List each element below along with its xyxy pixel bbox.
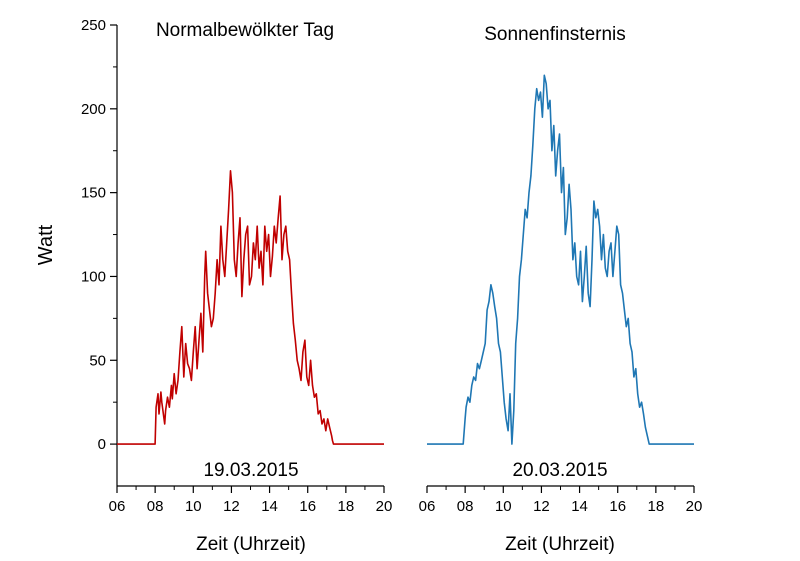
right-x-tick-label: 06 bbox=[419, 498, 436, 515]
right-x-tick-label: 20 bbox=[686, 498, 703, 515]
right-x-tick-label: 16 bbox=[609, 498, 626, 515]
left-series-line bbox=[117, 170, 384, 445]
left-x-tick-label: 08 bbox=[147, 498, 164, 515]
left-x-tick-label: 16 bbox=[299, 498, 316, 515]
y-tick-label: 250 bbox=[81, 17, 106, 34]
left-x-tick-label: 18 bbox=[338, 498, 355, 515]
panel-left: Normalbewölkter Tag 19.03.2015 Zeit (Uhr… bbox=[81, 17, 392, 555]
panel-left-date: 19.03.2015 bbox=[203, 460, 298, 481]
y-tick-label: 100 bbox=[81, 268, 106, 285]
right-x-tick-label: 18 bbox=[648, 498, 665, 515]
right-x-tick-label: 12 bbox=[533, 498, 550, 515]
panel-left-x-axis-label: Zeit (Uhrzeit) bbox=[196, 534, 306, 555]
right-x-tick-label: 14 bbox=[571, 498, 588, 515]
y-tick-label: 0 bbox=[98, 436, 106, 453]
right-series-line bbox=[427, 74, 694, 445]
panel-right-x-axis-label: Zeit (Uhrzeit) bbox=[505, 534, 615, 555]
left-x-tick-label: 20 bbox=[376, 498, 393, 515]
left-x-tick-label: 12 bbox=[223, 498, 240, 515]
left-x-tick-label: 14 bbox=[261, 498, 278, 515]
left-x-tick-label: 10 bbox=[185, 498, 202, 515]
right-x-tick-label: 10 bbox=[495, 498, 512, 515]
panel-right: Sonnenfinsternis 20.03.2015 Zeit (Uhrzei… bbox=[419, 24, 703, 555]
right-x-tick-label: 08 bbox=[457, 498, 474, 515]
panel-right-date: 20.03.2015 bbox=[512, 460, 607, 481]
y-tick-label: 200 bbox=[81, 101, 106, 118]
left-x-tick-label: 06 bbox=[109, 498, 126, 515]
y-axis-label: Watt bbox=[35, 224, 57, 265]
y-tick-label: 50 bbox=[89, 352, 106, 369]
panel-right-title: Sonnenfinsternis bbox=[484, 24, 626, 45]
panel-left-title: Normalbewölkter Tag bbox=[156, 20, 334, 41]
y-tick-label: 150 bbox=[81, 185, 106, 202]
